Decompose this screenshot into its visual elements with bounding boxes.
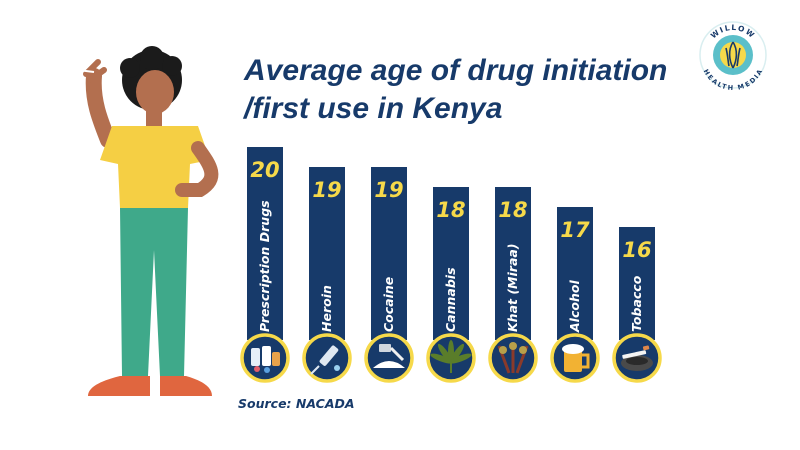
bar-group: 17 Alcohol: [550, 207, 600, 383]
bar: [247, 147, 283, 340]
bar-category-label: Alcohol: [567, 280, 582, 333]
beer-mug-icon: [562, 344, 590, 372]
syringe-icon: [310, 345, 340, 375]
bar: [495, 187, 531, 340]
bar-category-label: Tobacco: [629, 275, 644, 332]
icon-badge: [364, 333, 414, 383]
bar-value-label: 18: [436, 198, 465, 222]
bar-group: 19 Heroin: [302, 167, 352, 383]
pants: [120, 208, 188, 376]
title-line-2: /first use in Kenya: [244, 92, 503, 125]
title-line-1: Average age of drug initiation: [244, 54, 668, 87]
bar-value-label: 20: [250, 158, 279, 182]
bar: [371, 167, 407, 340]
bar-group: 19 Cocaine: [364, 167, 414, 383]
right-shoe: [160, 376, 212, 396]
bar-value-label: 18: [498, 198, 527, 222]
bar-group: 16 Tobacco: [612, 227, 662, 383]
hip-arm: [175, 141, 219, 197]
bar: [309, 167, 345, 340]
bar-value-label: 17: [560, 218, 590, 242]
source-note: Source: NACADA: [238, 396, 355, 411]
bar-category-label: Khat (Miraa): [505, 243, 520, 332]
bar-category-label: Cannabis: [443, 267, 458, 332]
bar: [619, 227, 655, 340]
raised-arm: [85, 68, 116, 148]
bar-value-label: 16: [622, 238, 651, 262]
bar-value-label: 19: [312, 178, 341, 202]
willow-health-media-logo: WILLOW HEALTH MEDIA: [699, 21, 767, 90]
pills-icon: [251, 346, 280, 373]
bar-category-label: Heroin: [319, 285, 334, 332]
neck: [146, 110, 162, 128]
ashtray-cigarette-icon: [621, 345, 653, 371]
bar-category-label: Cocaine: [381, 277, 396, 332]
left-shoe: [88, 376, 150, 396]
bar-category-label: Prescription Drugs: [257, 200, 272, 332]
chart-title: Average age of drug initiation /first us…: [244, 52, 684, 128]
bar: [557, 207, 593, 340]
person-illustration: [77, 46, 219, 396]
cocaine-powder-icon: [373, 344, 405, 368]
bar-group: 18 Khat (Miraa): [488, 187, 538, 383]
cigarette: [77, 69, 95, 73]
khat-bundle-icon: [497, 342, 529, 374]
face: [136, 70, 174, 114]
bar: [433, 187, 469, 340]
bar-group: 20 Prescription Drugs: [240, 147, 290, 383]
bar-value-label: 19: [374, 178, 403, 202]
cannabis-leaf-icon: [430, 340, 472, 373]
bar-group: 18 Cannabis: [426, 187, 476, 383]
